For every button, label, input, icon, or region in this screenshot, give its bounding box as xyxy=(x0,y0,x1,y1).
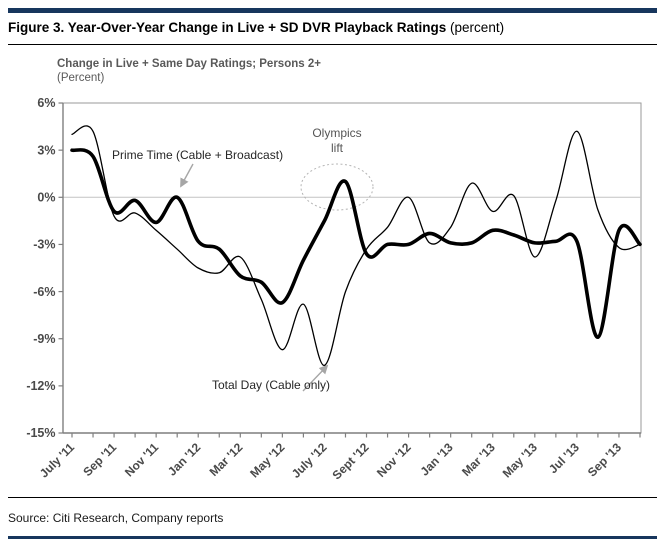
y-tick-label: -6% xyxy=(33,285,55,299)
bottom-accent-bar xyxy=(8,536,657,539)
x-tick-label: Jan '12 xyxy=(165,440,204,479)
x-tick-label: Sep '13 xyxy=(585,440,625,480)
x-axis-labels: July '11 Sep '11 Nov '11 Jan '12 Mar '12 May … xyxy=(37,440,624,482)
prime-time-series-label: Prime Time (Cable + Broadcast) xyxy=(112,148,284,162)
prime-time-arrow xyxy=(180,163,194,188)
y-tick-label: -3% xyxy=(33,238,55,252)
y-axis-ticks xyxy=(58,102,63,434)
x-tick-label: Nov '11 xyxy=(122,440,162,480)
chart-subtitle-line2: (Percent) xyxy=(57,72,105,84)
title-divider xyxy=(8,44,657,45)
olympics-lift-label-line2: lift xyxy=(331,141,343,155)
y-tick-label: -12% xyxy=(26,379,55,393)
olympics-lift-label-line1: Olympics xyxy=(312,126,362,140)
olympics-lift-label: Olympics lift xyxy=(294,126,380,156)
figure-title-main: Figure 3. Year-Over-Year Change in Live … xyxy=(8,20,447,35)
x-tick-label: May '13 xyxy=(500,440,540,480)
series-line-total-day xyxy=(71,125,641,367)
y-tick-label: -15% xyxy=(26,426,55,440)
x-tick-label: Jan '13 xyxy=(417,440,456,479)
total-day-arrow xyxy=(302,364,329,392)
y-tick-label: 0% xyxy=(37,191,55,205)
series-lines xyxy=(70,125,642,367)
x-tick-label: July '11 xyxy=(37,440,77,480)
series-line-prime-time xyxy=(70,148,642,340)
x-tick-label: Nov '12 xyxy=(374,440,414,480)
y-tick-label: 6% xyxy=(37,96,55,110)
source-text: Source: Citi Research, Company reports xyxy=(8,511,224,525)
top-accent-bar xyxy=(8,8,657,13)
olympics-ellipse xyxy=(300,163,374,211)
x-tick-label: Mar '12 xyxy=(207,440,246,479)
x-tick-label: July '12 xyxy=(289,440,330,481)
x-tick-label: Sept '12 xyxy=(330,440,372,482)
chart-subtitle: Change in Live + Same Day Ratings; Perso… xyxy=(57,57,321,85)
x-tick-label: Jul '13 xyxy=(546,440,582,476)
figure-title-suffix: (percent) xyxy=(446,20,505,35)
y-tick-label: 3% xyxy=(37,143,55,157)
chart-subtitle-line1: Change in Live + Same Day Ratings; Perso… xyxy=(57,58,321,70)
total-day-series-label: Total Day (Cable only) xyxy=(212,378,331,392)
y-tick-label: -9% xyxy=(33,332,55,346)
x-axis-ticks xyxy=(71,433,641,438)
x-tick-label: May '12 xyxy=(247,440,287,480)
x-tick-label: Mar '13 xyxy=(459,440,498,479)
y-axis-labels: 6% 3% 0% -3% -6% -9% -12% -15% xyxy=(26,96,55,440)
source-divider xyxy=(8,497,657,498)
x-tick-label: Sep '11 xyxy=(80,440,119,479)
figure-title: Figure 3. Year-Over-Year Change in Live … xyxy=(8,20,657,35)
